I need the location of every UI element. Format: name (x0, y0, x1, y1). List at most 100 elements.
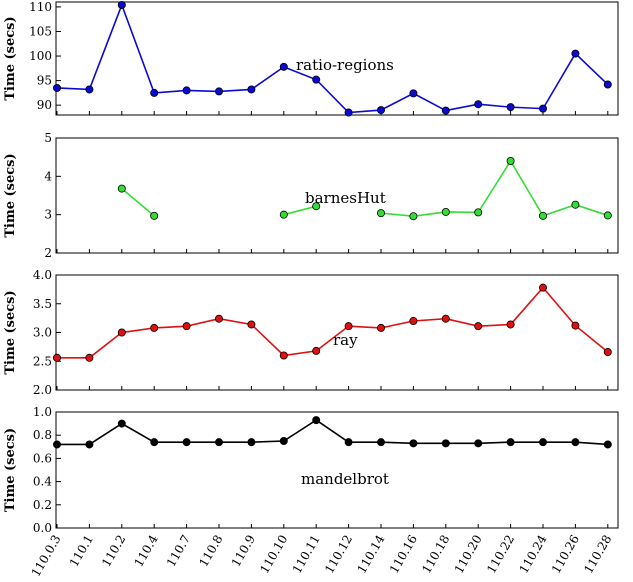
x-tick-label: 110.26 (549, 533, 582, 576)
data-point (409, 316, 418, 325)
y-tick-label: 1.0 (33, 405, 52, 419)
data-point (182, 438, 191, 447)
data-point (603, 348, 612, 357)
x-tick-label: 110.16 (387, 533, 420, 576)
data-point (376, 209, 385, 218)
data-point (117, 328, 126, 337)
series-line (57, 286, 609, 359)
data-point (474, 208, 483, 217)
plot-frame (55, 137, 619, 254)
data-point (474, 322, 483, 331)
y-tick-label: 0.4 (33, 475, 52, 489)
data-point (214, 87, 223, 96)
y-tick-label: 3.0 (33, 326, 52, 340)
panel-2: 2 3 4 5 Time (secs) barnesHut (3, 131, 619, 260)
data-point (247, 85, 256, 94)
data-point (344, 322, 353, 331)
data-point (214, 314, 223, 323)
data-point (441, 207, 450, 216)
series-line (121, 187, 155, 217)
data-point (409, 89, 418, 98)
x-tick-label: 110.18 (419, 533, 452, 576)
data-point (85, 353, 94, 362)
y-axis-label: Time (secs) (3, 16, 18, 100)
data-point (441, 106, 450, 115)
data-point (474, 439, 483, 448)
data-point (409, 212, 418, 221)
data-point (571, 49, 580, 58)
y-tick-label: 110 (29, 0, 52, 14)
data-point (150, 211, 159, 220)
data-point (117, 419, 126, 428)
x-tick-label: 110.9 (229, 533, 258, 570)
data-point (376, 438, 385, 447)
x-tick-label: 110.0.3 (29, 533, 64, 578)
y-tick-label: 95 (37, 74, 52, 88)
data-point (279, 62, 288, 71)
data-point (441, 439, 450, 448)
series-line (283, 205, 317, 216)
y-tick-label: 0.8 (33, 428, 52, 442)
y-tick-label: 3 (44, 208, 52, 222)
data-point (571, 321, 580, 330)
data-point (441, 314, 450, 323)
data-point (247, 438, 256, 447)
data-point (150, 438, 159, 447)
x-tick-label: 110.28 (581, 533, 614, 576)
data-point (409, 439, 418, 448)
data-point (117, 184, 126, 193)
y-tick-label: 2.5 (33, 354, 52, 368)
data-point (603, 211, 612, 220)
x-tick-label: 110.24 (516, 532, 549, 576)
data-point (279, 210, 288, 219)
x-tick-label: 110.1 (67, 533, 96, 570)
data-point (182, 86, 191, 95)
x-tick-label: 110.10 (257, 533, 290, 576)
panel-3: 2.0 2.5 3.0 3.5 4.0 Time (secs) ray (3, 268, 619, 397)
y-tick-label: 4.0 (33, 268, 52, 282)
data-point (603, 80, 612, 89)
y-tick-label: 2 (44, 246, 52, 260)
y-tick-label: 100 (29, 49, 52, 63)
data-point (117, 0, 126, 9)
series-annotation: ratio-regions (296, 56, 394, 74)
y-tick-label: 90 (37, 98, 52, 112)
data-point (85, 85, 94, 94)
data-point (312, 346, 321, 355)
x-tick-label: 110.7 (164, 533, 193, 570)
series-annotation: mandelbrot (301, 470, 389, 488)
data-point (344, 438, 353, 447)
data-point (85, 440, 94, 449)
data-point (53, 440, 62, 449)
data-point (312, 202, 321, 211)
x-tick-label: 110.22 (484, 533, 517, 576)
data-point (539, 211, 548, 220)
data-point (279, 351, 288, 360)
series-annotation: ray (333, 331, 358, 349)
y-axis-label: Time (secs) (3, 153, 18, 237)
data-point (214, 438, 223, 447)
data-point (247, 320, 256, 329)
data-point (603, 440, 612, 449)
y-tick-label: 0.2 (33, 498, 52, 512)
y-tick-label: 4 (44, 169, 52, 183)
data-point (376, 323, 385, 332)
y-tick-label: 0.6 (33, 451, 52, 465)
data-point (506, 156, 515, 165)
data-point (474, 100, 483, 109)
x-tick-label: 110.11 (290, 533, 323, 576)
data-point (279, 436, 288, 445)
data-point (53, 83, 62, 92)
series-line (56, 2, 609, 114)
data-point (539, 438, 548, 447)
series-line (380, 159, 609, 218)
data-point (53, 353, 62, 362)
data-point (150, 323, 159, 332)
panel-4: 0.0 0.2 0.4 0.6 0.8 1.0 Time (secs) mandelbrot (3, 405, 619, 535)
series-line (57, 419, 608, 446)
data-point (312, 416, 321, 425)
panel-1: 90 95 100 105 110 Time (secs) ratio-regions (3, 0, 619, 117)
data-point (150, 88, 159, 97)
data-point (312, 75, 321, 84)
